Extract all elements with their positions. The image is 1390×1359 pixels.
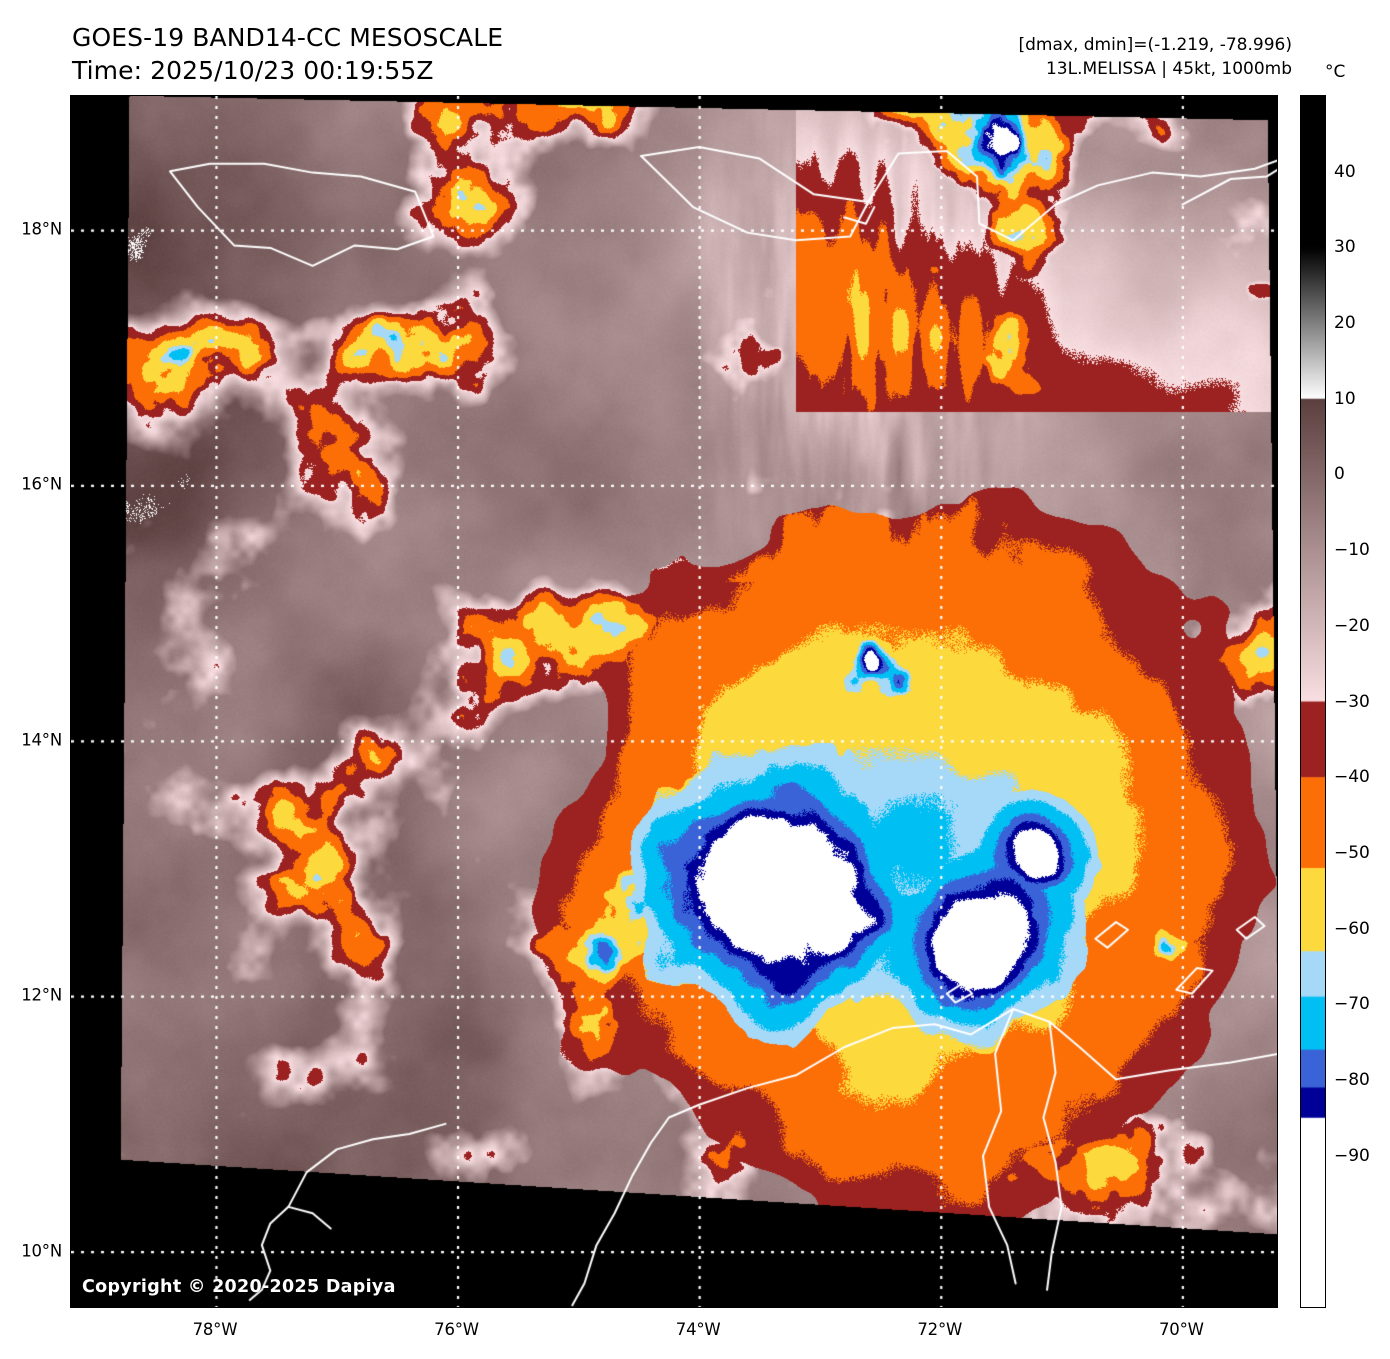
colorbar-tick-label: 10	[1334, 388, 1356, 409]
satellite-imagery-canvas	[71, 96, 1277, 1307]
lat-tick-label: 10°N	[21, 1241, 62, 1261]
page-title: GOES-19 BAND14-CC MESOSCALE	[72, 23, 504, 52]
lat-tick-label: 18°N	[21, 219, 62, 239]
metadata-block: [dmax, dmin]=(-1.219, -78.996) 13L.MELIS…	[1019, 33, 1293, 81]
lon-tick-label: 74°W	[675, 1320, 721, 1339]
colorbar-tick-label: 0	[1334, 464, 1345, 485]
colorbar-tick-label: −40	[1334, 767, 1370, 788]
colorbar-canvas	[1301, 96, 1325, 1307]
colorbar-tick-label: −70	[1334, 994, 1370, 1015]
colorbar-tick-label: −80	[1334, 1069, 1370, 1090]
satellite-map	[70, 95, 1278, 1308]
colorbar-tick-label: 40	[1334, 161, 1356, 182]
colorbar-tick-label: −90	[1334, 1145, 1370, 1166]
colorbar-tick-label: −30	[1334, 691, 1370, 712]
lat-tick-label: 14°N	[21, 730, 62, 750]
colorbar-tick-label: 20	[1334, 313, 1356, 334]
lon-tick-label: 70°W	[1158, 1320, 1204, 1339]
lon-tick-label: 72°W	[917, 1320, 963, 1339]
colorbar-tick-label: 30	[1334, 237, 1356, 258]
lon-tick-label: 76°W	[434, 1320, 479, 1339]
colorbar-tick-label: −10	[1334, 540, 1370, 561]
lon-tick-label: 78°W	[192, 1320, 238, 1339]
title-block: GOES-19 BAND14-CC MESOSCALE Time: 2025/1…	[72, 22, 503, 87]
colorbar	[1300, 95, 1326, 1308]
colorbar-tick-label: −50	[1334, 842, 1370, 863]
data-range-label: [dmax, dmin]=(-1.219, -78.996)	[1018, 35, 1293, 55]
colorbar-unit-label: °C	[1325, 62, 1346, 82]
timestamp-line: Time: 2025/10/23 00:19:55Z	[72, 55, 434, 85]
lat-tick-label: 12°N	[21, 985, 62, 1005]
colorbar-tick-label: −60	[1334, 918, 1370, 939]
storm-info-label: 13L.MELISSA | 45kt, 1000mb	[1045, 59, 1292, 80]
copyright-notice: Copyright © 2020-2025 Dapiya	[82, 1277, 396, 1297]
lat-tick-label: 16°N	[21, 474, 62, 494]
colorbar-tick-label: −20	[1334, 615, 1370, 636]
